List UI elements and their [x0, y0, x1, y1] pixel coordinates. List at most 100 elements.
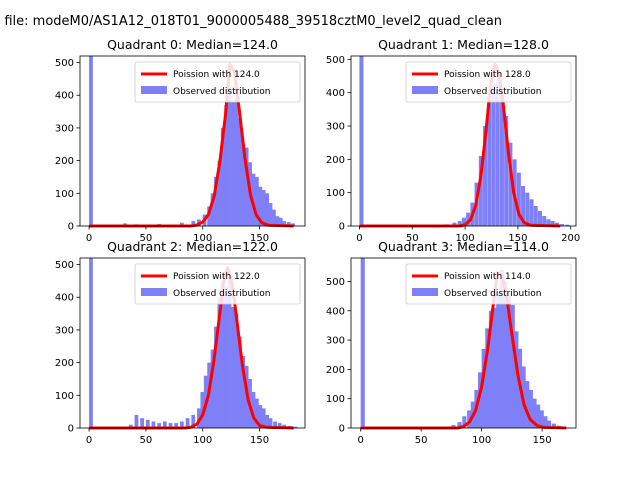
- y-tick-label: 200: [55, 358, 74, 369]
- histogram-bar: [89, 258, 93, 428]
- histogram-bar: [551, 423, 556, 428]
- histogram-bar: [483, 126, 488, 226]
- histogram-bars: [359, 56, 570, 227]
- x-axis-ticks: 0 50 100 150: [357, 428, 552, 446]
- histogram-bar: [255, 398, 259, 428]
- histogram-bar: [461, 217, 466, 226]
- histogram-bar: [499, 92, 504, 227]
- histogram-bar: [217, 297, 222, 428]
- histogram-bar: [210, 349, 215, 428]
- y-tick-label: 100: [55, 189, 74, 200]
- legend-box: [405, 263, 572, 305]
- y-tick-label: 500: [55, 58, 74, 69]
- histogram-bar: [481, 348, 486, 428]
- y-tick-label: 500: [326, 277, 345, 288]
- y-tick-label: 300: [55, 325, 74, 336]
- y-tick-label: 300: [326, 336, 345, 347]
- histogram-bar: [543, 416, 548, 428]
- y-tick-label: 0: [339, 424, 345, 435]
- histogram-bar: [546, 420, 552, 428]
- legend-hist-label: Observed distribution: [173, 289, 270, 299]
- histogram-bar: [457, 422, 462, 428]
- y-axis-ticks: 0 100 200 300 400 500: [326, 55, 351, 233]
- y-tick-label: 500: [326, 55, 345, 66]
- histogram-bar: [214, 326, 218, 428]
- histogram-bar: [499, 269, 504, 428]
- x-tick-label: 150: [533, 435, 552, 446]
- x-tick-label: 0: [86, 233, 92, 244]
- histogram-bar: [224, 287, 229, 428]
- subplot-title: Quadrant 0: Median=124.0: [107, 37, 278, 52]
- y-tick-label: 100: [326, 188, 345, 199]
- histogram-bar: [227, 85, 232, 226]
- histogram-bar: [207, 206, 212, 226]
- histogram-bars: [89, 56, 296, 226]
- x-tick-label: 100: [472, 435, 491, 446]
- histogram-bar: [565, 224, 570, 226]
- x-tick-label: 50: [415, 435, 428, 446]
- histogram-bar: [360, 258, 365, 428]
- histogram-bar: [237, 336, 242, 428]
- histogram-bar: [214, 176, 218, 226]
- histogram-bar: [217, 160, 222, 226]
- histogram-bar: [151, 421, 156, 428]
- histogram-bar: [539, 410, 544, 428]
- histogram-bar: [536, 404, 541, 428]
- histogram-bar: [525, 381, 530, 428]
- histogram-bar: [265, 414, 269, 428]
- y-tick-label: 500: [55, 260, 74, 271]
- histogram-bar: [359, 56, 364, 226]
- histogram-bar: [514, 331, 519, 428]
- histogram-bar: [507, 293, 512, 428]
- histogram-bar: [466, 212, 471, 226]
- subplot-title: Quadrant 1: Median=128.0: [378, 37, 549, 52]
- histogram-bar: [478, 372, 483, 428]
- x-tick-label: 100: [193, 233, 212, 244]
- axes-frame: [350, 257, 577, 429]
- legend-box: [134, 61, 301, 103]
- y-axis-ticks: 0 100 200 300 400 500: [55, 260, 80, 435]
- histogram-bar: [452, 222, 457, 226]
- y-tick-label: 100: [55, 391, 74, 402]
- histogram-bar: [140, 418, 144, 428]
- legend-hist-label: Observed distribution: [444, 87, 541, 97]
- y-tick-label: 200: [326, 365, 345, 376]
- histogram-bar: [134, 414, 139, 428]
- x-tick-label: 0: [357, 435, 363, 446]
- histogram-bar: [277, 423, 282, 428]
- x-tick-label: 100: [193, 435, 212, 446]
- histogram-bar: [268, 203, 273, 226]
- axes-frame: [79, 55, 306, 227]
- histogram-bar: [261, 408, 266, 428]
- y-tick-label: 400: [55, 91, 74, 102]
- histogram-bar: [180, 222, 184, 226]
- histogram-bar: [525, 192, 530, 226]
- histogram-bar: [510, 304, 515, 428]
- x-tick-label: 50: [140, 233, 153, 244]
- y-tick-label: 400: [326, 306, 345, 317]
- histogram-bar: [251, 173, 256, 226]
- x-tick-label: 100: [456, 233, 475, 244]
- legend-fit-label: Poission with 114.0: [444, 272, 531, 282]
- histogram-bar: [224, 105, 229, 226]
- histogram-bar: [251, 392, 256, 428]
- histogram-bar: [528, 389, 533, 428]
- figure-suptitle: n file: modeM0/AS1A12_018T01_9000005488_…: [0, 14, 502, 29]
- histogram-bar: [462, 416, 467, 428]
- y-axis-ticks: 0 100 200 300 400 500: [326, 277, 351, 435]
- y-tick-label: 100: [326, 394, 345, 405]
- y-tick-label: 400: [326, 88, 345, 99]
- histogram-bar: [258, 405, 263, 428]
- histogram-bar: [495, 79, 500, 226]
- histogram-bar: [220, 280, 225, 428]
- histogram-bar: [467, 410, 472, 428]
- x-tick-label: 150: [250, 435, 269, 446]
- histogram-bar: [89, 56, 93, 226]
- histogram-bar: [532, 398, 537, 428]
- histogram-bar: [220, 127, 225, 226]
- histogram-bar: [491, 86, 496, 226]
- x-tick-label: 200: [561, 233, 580, 244]
- histogram-bar: [162, 421, 167, 428]
- histogram-bar: [272, 209, 276, 226]
